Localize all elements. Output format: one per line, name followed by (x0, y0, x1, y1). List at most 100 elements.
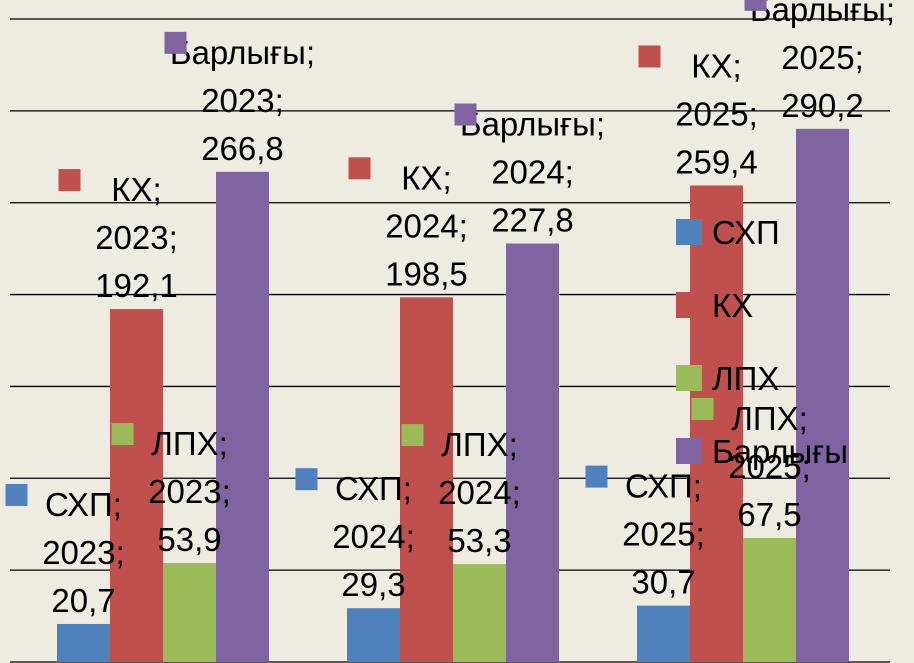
label-value: 227,8 (491, 201, 574, 238)
label-category: 2024 (491, 153, 564, 190)
bar (506, 243, 559, 663)
label-value: 30,7 (631, 564, 695, 601)
label-series: СХП (335, 470, 403, 507)
label-series: СХП (45, 486, 113, 523)
data-label: ЛПХ; (151, 425, 228, 462)
label-value: 20,7 (51, 582, 115, 619)
data-label: 2024; (332, 518, 415, 555)
data-label: 2023; (148, 473, 231, 510)
label-value: 198,5 (385, 255, 468, 292)
label-key (691, 397, 714, 420)
label-category: 2025 (675, 95, 748, 132)
legend-label: СХП (712, 214, 780, 251)
label-separator: ; (733, 47, 742, 84)
legend-label: ЛПХ (712, 360, 779, 397)
label-category: 2024 (385, 207, 458, 244)
legend-key (676, 438, 702, 464)
label-separator: ; (459, 207, 468, 244)
label-separator: ; (275, 82, 284, 119)
label-separator: ; (509, 426, 518, 463)
data-label: 2025; (675, 95, 758, 132)
label-series: КХ (401, 159, 442, 196)
label-value: 67,5 (737, 496, 801, 533)
data-label: 2025; (622, 516, 705, 553)
bar (690, 185, 743, 663)
label-value: 192,1 (95, 267, 178, 304)
data-label: 2023; (42, 534, 125, 571)
legend-label: КХ (712, 287, 753, 324)
label-separator: ; (169, 219, 178, 256)
data-label: 2024; (438, 474, 521, 511)
data-label: 259,4 (675, 143, 758, 180)
label-category: 2024 (438, 474, 511, 511)
label-separator: ; (153, 171, 162, 208)
label-key (295, 468, 318, 491)
label-separator: ; (219, 425, 228, 462)
data-label: 192,1 (95, 267, 178, 304)
label-category: 2023 (148, 473, 221, 510)
label-separator: ; (693, 468, 702, 505)
label-value: 53,3 (447, 522, 511, 559)
label-separator: ; (565, 153, 574, 190)
bar (163, 562, 216, 662)
label-value: 266,8 (201, 130, 284, 167)
label-category: 2025 (728, 448, 801, 485)
data-label: 2024; (491, 153, 574, 190)
data-label: 290,2 (781, 87, 864, 124)
legend-label: Барлығы (712, 433, 848, 470)
label-category: 2025 (781, 39, 854, 76)
label-key (638, 45, 661, 68)
legend-key (676, 365, 702, 391)
label-key (744, 0, 767, 11)
data-label: 53,9 (157, 521, 221, 558)
label-series: Барлығы (460, 105, 596, 142)
label-key (164, 31, 187, 54)
data-label: КХ; (691, 47, 741, 84)
data-label: СХП; (625, 468, 702, 505)
data-label: 53,3 (447, 522, 511, 559)
label-series: СХП (625, 468, 693, 505)
data-label: Барлығы; (750, 0, 895, 28)
label-category: 2025 (622, 516, 695, 553)
data-label: ЛПХ; (731, 400, 808, 437)
legend-key (676, 292, 702, 318)
bar (400, 297, 453, 662)
data-label: 20,7 (51, 582, 115, 619)
label-value: 53,9 (157, 521, 221, 558)
label-separator: ; (749, 95, 758, 132)
label-separator: ; (799, 400, 808, 437)
label-key (401, 424, 424, 447)
label-category: 2023 (95, 219, 168, 256)
data-label: КХ; (111, 171, 161, 208)
label-category: 2023 (42, 534, 115, 571)
label-key (111, 422, 134, 445)
data-label: 2023; (95, 219, 178, 256)
label-value: 259,4 (675, 143, 758, 180)
data-label: 2025; (781, 39, 864, 76)
data-label: СХП; (45, 486, 122, 523)
label-series: КХ (111, 171, 152, 208)
label-separator: ; (512, 474, 521, 511)
label-separator: ; (406, 518, 415, 555)
bar (796, 128, 849, 662)
bar (743, 537, 796, 662)
label-category: 2024 (332, 518, 405, 555)
label-separator: ; (596, 105, 605, 142)
data-label: 227,8 (491, 201, 574, 238)
data-label: 29,3 (341, 566, 405, 603)
label-separator: ; (855, 39, 864, 76)
data-label: Барлығы; (170, 34, 315, 71)
label-series: ЛПХ (731, 400, 798, 437)
label-separator: ; (886, 0, 895, 28)
data-label: 266,8 (201, 130, 284, 167)
label-key (58, 169, 81, 192)
data-label: Барлығы; (460, 105, 605, 142)
data-label: 67,5 (737, 496, 801, 533)
label-separator: ; (306, 34, 315, 71)
label-series: ЛПХ (151, 425, 218, 462)
label-separator: ; (696, 516, 705, 553)
data-label: 2024; (385, 207, 468, 244)
label-separator: ; (222, 473, 231, 510)
bar (57, 623, 110, 662)
label-separator: ; (403, 470, 412, 507)
